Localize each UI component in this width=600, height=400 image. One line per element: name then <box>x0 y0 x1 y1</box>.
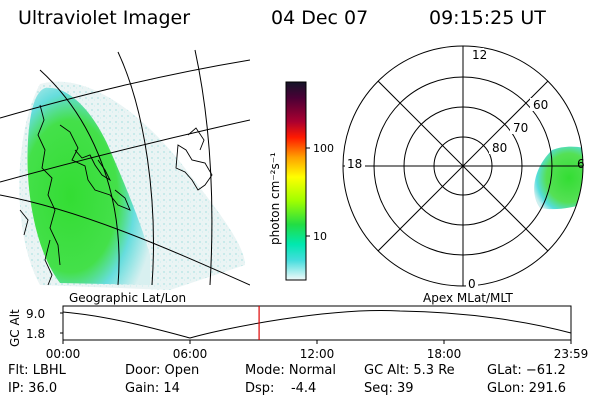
geographic-map <box>0 49 250 291</box>
colorbar-tick-100: 100 <box>313 142 334 155</box>
instrument-title: Ultraviolet Imager <box>18 7 191 29</box>
mlt-label-6: 6 <box>577 157 585 171</box>
mlt-label-0: 0 <box>468 277 476 291</box>
polar-map: 12 18 6 0 60 70 80 <box>342 45 585 291</box>
alt-xtick-label: 23:59 <box>554 347 589 361</box>
dsp-value: Dsp: -4.4 <box>245 381 317 396</box>
alt-xtick-label: 12:00 <box>300 347 335 361</box>
colorbar: 100 10 photon cm⁻²s⁻¹ <box>268 81 334 281</box>
altitude-plot: 00:00 06:00 12:00 18:00 23:59 9.0 1.8 GC Alt <box>8 305 589 361</box>
mlat-label-60: 60 <box>533 98 548 112</box>
observation-time: 09:15:25 UT <box>429 7 546 29</box>
geo-longitude: GLon: 291.6 <box>487 381 567 396</box>
mlat-label-70: 70 <box>513 121 528 135</box>
left-map-caption: Geographic Lat/Lon <box>69 291 186 305</box>
right-map-caption: Apex MLat/MLT <box>423 291 513 305</box>
mlat-label-80: 80 <box>492 141 507 155</box>
alt-xtick-label: 18:00 <box>427 347 462 361</box>
door-status: Door: Open <box>125 363 200 378</box>
mode-value: Mode: Normal <box>245 363 336 378</box>
alt-ytick-low: 1.8 <box>26 327 45 341</box>
filter-value: Flt: LBHL <box>8 363 66 378</box>
gc-altitude: GC Alt: 5.3 Re <box>364 363 455 378</box>
sequence-number: Seq: 39 <box>364 381 414 396</box>
alt-ytick-high: 9.0 <box>26 307 45 321</box>
colorbar-tick-10: 10 <box>313 230 327 243</box>
alt-ylabel: GC Alt <box>8 309 22 347</box>
observation-date: 04 Dec 07 <box>271 7 369 29</box>
colorbar-unit-label: photon cm⁻²s⁻¹ <box>268 152 282 245</box>
alt-xtick-label: 06:00 <box>173 347 208 361</box>
ip-value: IP: 36.0 <box>8 381 58 396</box>
mlt-label-12: 12 <box>472 48 487 62</box>
alt-xtick-label: 00:00 <box>46 347 81 361</box>
mlt-label-18: 18 <box>347 157 362 171</box>
gain-value: Gain: 14 <box>125 381 180 396</box>
geo-latitude: GLat: −61.2 <box>487 363 566 378</box>
